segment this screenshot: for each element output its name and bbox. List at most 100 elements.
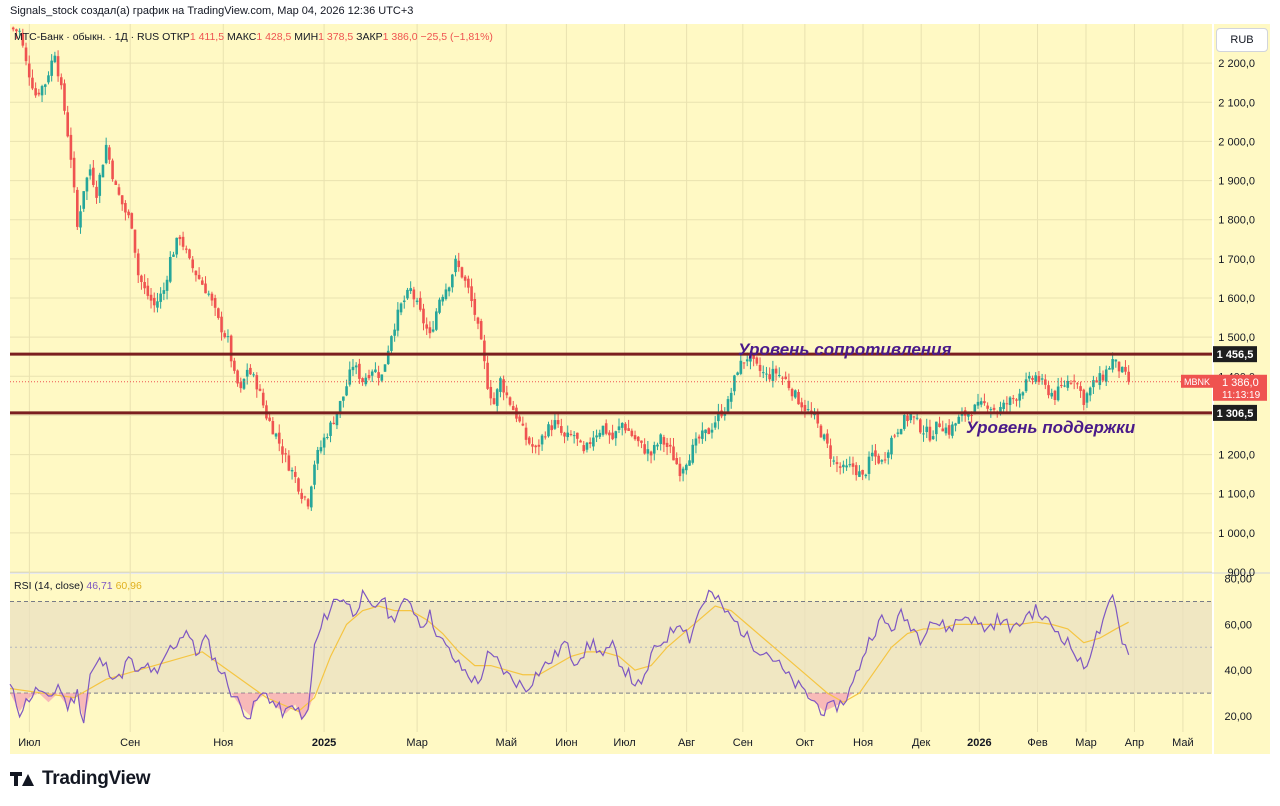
candle xyxy=(367,375,371,379)
candle xyxy=(66,112,69,137)
candle xyxy=(534,445,537,448)
candle xyxy=(1101,374,1105,381)
candle xyxy=(277,432,281,444)
candle xyxy=(104,144,108,164)
candle xyxy=(787,380,791,389)
candle xyxy=(444,289,448,300)
candle xyxy=(300,492,303,499)
candle xyxy=(553,420,557,429)
candle xyxy=(79,211,82,228)
rsi-legend: RSI (14, close) 46,71 60,96 xyxy=(14,580,142,592)
price-tag-value: 1 386,0 xyxy=(1222,377,1259,389)
candle xyxy=(829,445,832,459)
candle xyxy=(1072,380,1076,382)
candle xyxy=(268,417,271,421)
candle xyxy=(76,189,79,227)
candle xyxy=(390,336,393,351)
candle xyxy=(540,435,544,445)
rsi-tick-label: 20,00 xyxy=(1224,711,1252,723)
candle xyxy=(701,430,704,439)
candle xyxy=(338,401,342,414)
candle xyxy=(473,298,477,315)
candle xyxy=(69,134,73,160)
candle xyxy=(935,421,938,435)
x-tick-label: Июл xyxy=(18,737,40,749)
candle xyxy=(53,55,57,63)
candle xyxy=(640,440,643,443)
candle xyxy=(893,435,896,437)
legend-open-value: 1 411,5 xyxy=(190,31,227,43)
candle xyxy=(1114,359,1118,362)
candle xyxy=(505,392,509,396)
candle xyxy=(194,270,198,276)
candle xyxy=(874,450,877,457)
candle xyxy=(877,455,880,464)
candle xyxy=(652,444,656,454)
candle xyxy=(736,372,739,375)
candle xyxy=(547,424,550,437)
candle xyxy=(717,411,720,422)
symbol-tag-label: MBNK xyxy=(1184,377,1210,387)
candle xyxy=(88,169,92,176)
rsi-legend-value: 46,71 xyxy=(86,580,115,592)
x-tick-label: Ноя xyxy=(213,737,233,749)
candle xyxy=(293,471,297,477)
candle xyxy=(354,365,358,368)
legend-open-label: ОТКР xyxy=(162,31,190,43)
candle xyxy=(524,427,528,440)
candle xyxy=(447,287,451,292)
y-tick-label: 2 200,0 xyxy=(1218,58,1255,70)
candle xyxy=(1031,377,1034,380)
tradingview-logo[interactable]: TradingView xyxy=(10,768,151,790)
candle xyxy=(377,372,380,378)
candle xyxy=(59,77,63,86)
candle xyxy=(707,428,711,435)
y-tick-label: 2 000,0 xyxy=(1218,136,1255,148)
y-tick-label: 900,0 xyxy=(1227,567,1255,579)
candle xyxy=(140,275,143,283)
candle xyxy=(1056,386,1060,401)
candle xyxy=(556,420,560,425)
y-tick-label: 1 700,0 xyxy=(1218,254,1255,266)
candle xyxy=(803,404,807,412)
candle xyxy=(207,293,211,295)
candle xyxy=(694,438,698,446)
candle xyxy=(550,425,554,431)
candle xyxy=(928,426,932,441)
candle xyxy=(261,392,265,406)
candle xyxy=(223,333,227,338)
candle xyxy=(470,286,473,302)
candle xyxy=(1108,368,1111,370)
candle xyxy=(213,298,217,308)
candle xyxy=(11,27,15,30)
candle xyxy=(255,375,259,390)
candle xyxy=(1021,392,1025,396)
candle xyxy=(614,431,618,439)
candle xyxy=(624,423,627,431)
candle xyxy=(861,469,864,475)
candle xyxy=(236,370,239,384)
candle xyxy=(463,276,467,281)
candle xyxy=(297,478,300,492)
candle xyxy=(899,429,903,435)
candle xyxy=(406,289,409,299)
candle xyxy=(909,414,912,421)
currency-button[interactable]: RUB xyxy=(1216,28,1268,52)
candle xyxy=(143,282,146,289)
candle xyxy=(691,444,695,463)
chart-header: Signals_stock создал(а) график на Tradin… xyxy=(10,5,414,17)
candle xyxy=(428,327,432,334)
candle xyxy=(713,422,717,428)
candle xyxy=(851,463,855,467)
candle xyxy=(633,435,637,440)
x-tick-label: Июл xyxy=(613,737,635,749)
candle xyxy=(460,267,464,278)
candle xyxy=(168,256,172,282)
candle xyxy=(492,398,496,405)
candle xyxy=(483,340,486,362)
candle xyxy=(249,367,252,375)
candle xyxy=(742,362,746,364)
x-tick-label: Май xyxy=(1172,737,1194,749)
candle xyxy=(489,386,493,399)
